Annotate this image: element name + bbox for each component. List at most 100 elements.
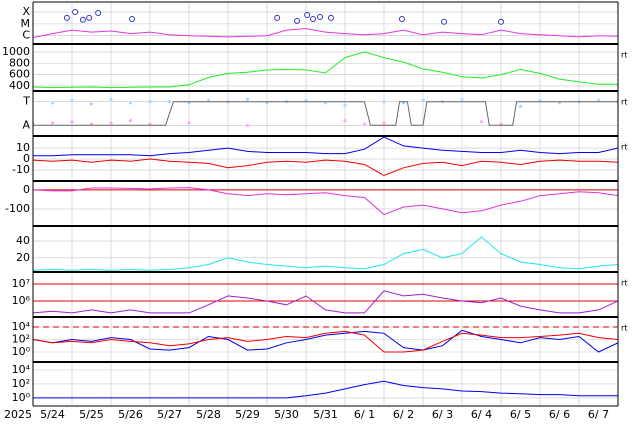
data-dot (70, 120, 74, 124)
data-dot (382, 100, 386, 104)
panel-note: rt (621, 143, 627, 152)
flare-marker (317, 13, 324, 20)
y-tick-label: T (22, 95, 30, 108)
data-dot (89, 102, 94, 106)
x-tick-label: 5/26 (118, 408, 143, 421)
y-tick-label: 10⁶ (12, 294, 31, 307)
flare-marker (129, 15, 136, 22)
y-tick-label: 10⁴ (12, 363, 31, 376)
panel: 10⁷ 10⁶ rt (12, 271, 627, 317)
x-axis-year: 2025 (4, 408, 32, 421)
y-tick-label: M (21, 17, 31, 30)
y-tick-label: 0 (23, 183, 30, 196)
panel: 0 -100 (5, 180, 619, 226)
plot-area (33, 236, 618, 271)
x-tick-label: 6/ 3 (432, 408, 453, 421)
x-tick-label: 6/ 7 (588, 408, 609, 421)
y-tick-label: 400 (9, 79, 30, 92)
y-tick-label: 20 (16, 251, 30, 264)
data-dot (109, 121, 113, 125)
panel-note: rt (621, 98, 627, 107)
series-line (33, 158, 618, 177)
data-dot (148, 100, 152, 104)
y-tick-label: 1000 (2, 45, 30, 58)
data-dot (128, 101, 133, 105)
data-dot (128, 119, 133, 123)
plot-area (33, 51, 618, 89)
data-dot (518, 104, 523, 108)
flare-marker (310, 15, 317, 22)
series-line (33, 290, 618, 314)
data-dot (343, 119, 347, 123)
y-tick-label: -10 (12, 163, 30, 176)
plot-area (33, 329, 618, 353)
flare-marker (274, 14, 281, 21)
series-line (33, 236, 618, 271)
panel: 100-10 rt (12, 135, 627, 181)
series-line (33, 51, 618, 89)
plot-area (33, 187, 618, 216)
data-dot (362, 122, 367, 126)
y-tick-label: 0 (23, 152, 30, 165)
series-line (33, 101, 618, 126)
flare-marker (72, 9, 79, 16)
data-dot (460, 97, 464, 101)
series-line (33, 380, 618, 399)
data-dot (479, 120, 484, 124)
x-tick-label: 5/28 (196, 408, 221, 421)
series-line (33, 329, 618, 353)
y-tick-label: 800 (9, 56, 30, 69)
x-tick-label: 6/ 2 (393, 408, 414, 421)
y-tick-label: 10⁴ (12, 320, 31, 333)
data-dot (421, 98, 425, 103)
data-dot (382, 121, 386, 125)
y-tick-label: C (22, 29, 30, 42)
x-tick-label: 5/29 (235, 408, 260, 421)
data-dot (343, 103, 347, 107)
x-tick-label: 6/ 1 (354, 408, 375, 421)
y-tick-label: 10⁷ (12, 277, 30, 290)
x-tick-label: 5/27 (157, 408, 182, 421)
panel-note: rt (621, 279, 627, 288)
flare-marker (63, 14, 70, 21)
panel-note: rt (621, 51, 627, 60)
x-tick-label: 5/31 (313, 408, 338, 421)
flare-marker (79, 16, 86, 23)
flare-marker (441, 18, 448, 25)
data-dot (187, 121, 191, 125)
series-line (33, 187, 618, 216)
y-tick-label: 10² (12, 377, 30, 390)
y-tick-label: -100 (5, 202, 30, 215)
plot-area (33, 380, 618, 399)
x-tick-label: 6/ 5 (510, 408, 531, 421)
flare-marker (498, 18, 504, 25)
series-line (33, 136, 618, 157)
y-tick-label: 10 (16, 141, 30, 154)
plot-area (33, 136, 618, 177)
plot-area (33, 97, 618, 127)
y-tick-label: 10² (12, 333, 30, 346)
data-dot (245, 97, 250, 101)
plot-area (33, 290, 618, 314)
data-dot (50, 121, 55, 125)
flare-marker (95, 9, 102, 16)
data-dot (109, 97, 113, 101)
data-dot (245, 123, 250, 127)
y-tick-label: 10⁰ (12, 345, 31, 358)
x-tick-label: 6/ 6 (549, 408, 570, 421)
x-tick-label: 5/30 (274, 408, 299, 421)
flare-marker (294, 17, 301, 24)
x-tick-label: 6/ 4 (471, 408, 492, 421)
y-tick-label: A (22, 118, 30, 131)
data-dot (50, 101, 55, 105)
panel-note: rt (621, 324, 627, 333)
series-line (33, 330, 618, 353)
flare-marker (304, 11, 311, 18)
series-line (33, 28, 618, 39)
flare-marker (398, 15, 405, 22)
